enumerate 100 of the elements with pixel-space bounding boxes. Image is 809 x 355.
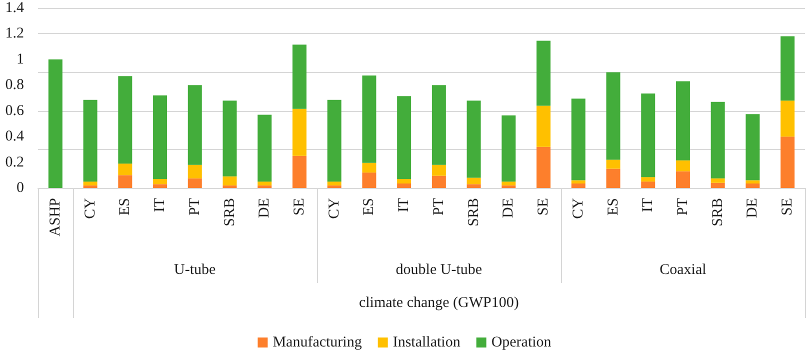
bar (780, 136, 795, 188)
legend-label: Installation (392, 334, 461, 350)
bar (188, 85, 202, 165)
bar (327, 100, 342, 182)
x-tick-label: CY (326, 198, 342, 219)
bar (710, 178, 725, 183)
x-tick-label: CY (82, 198, 98, 219)
bar (536, 106, 551, 147)
bar (188, 164, 202, 178)
bar (362, 172, 376, 188)
x-tick-label: IT (640, 198, 656, 212)
legend-label: Manufacturing (272, 334, 362, 350)
bar (153, 179, 168, 184)
x-tick-label: ASHP (47, 198, 64, 236)
text: Coaxial (660, 262, 706, 279)
bar (536, 146, 551, 188)
bar (258, 182, 272, 186)
y-tick-label: 1.4 (5, 0, 24, 16)
y-tick-label: 1.2 (5, 26, 24, 42)
bar (83, 100, 98, 182)
bar (746, 184, 760, 188)
bar (676, 81, 690, 160)
bar (536, 40, 551, 106)
bar (292, 108, 306, 156)
bar (292, 44, 306, 109)
x-tick-label: SE (291, 198, 308, 216)
x-tick-label: SRB (222, 198, 238, 226)
x-tick-label: SE (536, 198, 552, 216)
x-tick-label: SRB (710, 198, 726, 226)
bar (432, 85, 446, 165)
y-tick-label: 0 (16, 180, 24, 196)
bar (432, 164, 446, 176)
x-tick-label: DE (744, 198, 761, 218)
text: U-tube (174, 262, 216, 279)
x-tick-label: SE (780, 198, 796, 216)
y-tick-label: 0.2 (5, 154, 24, 170)
bar (606, 160, 620, 169)
x-tick-label: DE (256, 198, 273, 218)
x-tick-label: IT (152, 198, 168, 212)
bar (397, 184, 412, 188)
text: double U-tube (396, 262, 482, 279)
bar (118, 76, 132, 164)
bar (327, 182, 342, 186)
bar (83, 185, 98, 188)
y-tick-label: 1 (16, 51, 24, 68)
bar (153, 184, 168, 188)
bar (641, 94, 656, 178)
bar (676, 160, 690, 172)
bar (362, 76, 376, 163)
bar (118, 164, 132, 176)
bar (222, 176, 237, 186)
bar (83, 182, 98, 186)
y-tick-label: 0.6 (5, 102, 24, 119)
bar (606, 168, 620, 188)
bar (397, 96, 412, 179)
bar (258, 114, 272, 182)
bar (48, 59, 62, 188)
bar (362, 162, 376, 173)
bar (153, 95, 168, 179)
x-tick-label: PT (186, 198, 203, 216)
bar (327, 185, 342, 188)
bar (292, 156, 306, 188)
bar (571, 184, 586, 188)
x-tick-label: DE (500, 198, 517, 218)
bar (746, 114, 760, 180)
bar (258, 185, 272, 188)
bar (466, 100, 481, 178)
bar (222, 100, 237, 176)
bar (118, 175, 132, 188)
bar (676, 171, 690, 188)
x-tick-label: SRB (466, 198, 482, 226)
bar (641, 177, 656, 182)
bar (641, 182, 656, 188)
bar (466, 184, 481, 188)
y-tick-label: 0.8 (5, 77, 24, 94)
x-tick-label: ES (117, 198, 134, 216)
bar (746, 180, 760, 184)
x-tick-label: ES (361, 198, 378, 216)
x-tick-label: IT (396, 198, 412, 212)
y-tick-label: 0.4 (5, 128, 24, 145)
bar (780, 36, 795, 101)
legend-label: Operation (491, 334, 552, 350)
bar (606, 72, 620, 160)
bar (432, 176, 446, 188)
bar (502, 115, 516, 182)
bar (710, 182, 725, 188)
bar (222, 185, 237, 188)
bar (188, 178, 202, 188)
x-tick-label: PT (674, 198, 691, 216)
bar (710, 102, 725, 178)
x-tick-label: CY (570, 198, 586, 219)
bar (571, 98, 586, 180)
bar (571, 180, 586, 184)
x-tick-label: ES (605, 198, 622, 216)
bar (502, 185, 516, 188)
bar (780, 100, 795, 137)
x-tick-label: PT (430, 198, 447, 216)
x-axis-title: climate change (GWP100) (358, 295, 519, 312)
bar (466, 178, 481, 184)
bar (502, 182, 516, 186)
